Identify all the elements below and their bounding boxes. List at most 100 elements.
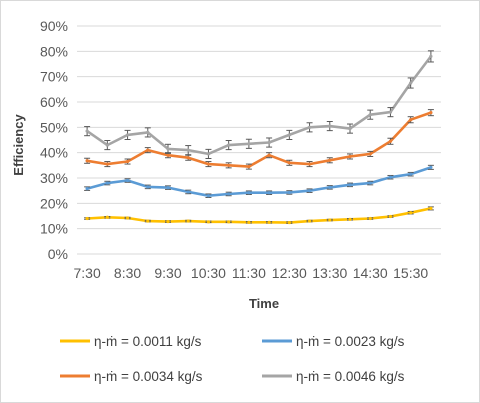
y-tick-label: 20% [40, 195, 68, 211]
data-point [85, 159, 89, 163]
data-point [429, 165, 433, 169]
data-point [429, 54, 433, 59]
legend-label: η-ṁ = 0.0023 kg/s [296, 334, 405, 349]
x-tick-label: 11:30 [232, 265, 266, 281]
data-point [125, 216, 130, 220]
data-point [409, 211, 413, 215]
series-line [85, 166, 433, 197]
data-point [166, 153, 170, 157]
series-line [85, 55, 433, 156]
data-point [388, 175, 393, 179]
y-tick-label: 0% [48, 246, 68, 262]
data-point [328, 185, 332, 189]
data-point [146, 148, 150, 152]
x-tick-label: 14:30 [353, 265, 388, 281]
data-point [409, 172, 413, 176]
x-tick-label: 9:30 [154, 265, 181, 281]
data-point [267, 191, 271, 195]
data-point [267, 140, 271, 145]
data-point [85, 216, 89, 221]
data-point [388, 139, 393, 143]
data-point [267, 153, 271, 157]
data-point [105, 143, 109, 147]
series-4 [84, 50, 434, 159]
data-point [125, 178, 130, 183]
data-point [206, 162, 211, 166]
data-point [146, 185, 150, 189]
y-axis-title: Efficiency [11, 114, 26, 176]
x-tick-label: 12:30 [272, 265, 307, 281]
data-point [348, 183, 352, 187]
data-point [166, 186, 170, 190]
data-point [206, 194, 211, 198]
data-point [105, 181, 109, 185]
legend: η-ṁ = 0.0011 kg/s η-ṁ = 0.0023 kg/s η-ṁ = … [60, 334, 405, 384]
data-point [307, 125, 312, 129]
data-point [287, 161, 291, 165]
data-point [227, 163, 231, 167]
data-point [227, 192, 231, 196]
data-point [388, 214, 393, 219]
legend-label: η-ṁ = 0.0034 kg/s [94, 369, 203, 384]
data-point [287, 220, 291, 225]
data-point [368, 113, 372, 117]
data-point [328, 218, 332, 222]
data-point [388, 110, 393, 114]
y-tick-label: 90% [40, 18, 68, 34]
data-point [227, 220, 231, 224]
legend-label: η-ṁ = 0.0011 kg/s [94, 334, 202, 349]
data-point [328, 158, 332, 162]
legend-item-4: η-ṁ = 0.0046 kg/s [262, 369, 405, 384]
data-point [166, 147, 170, 151]
data-point [105, 162, 109, 166]
data-point [409, 118, 413, 122]
data-point [348, 154, 352, 159]
x-tick-label: 10:30 [191, 265, 226, 281]
series-3 [84, 109, 434, 170]
data-point [348, 217, 352, 221]
x-tick-label: 13:30 [312, 265, 347, 281]
data-point [368, 216, 372, 221]
data-point [429, 206, 433, 210]
y-tick-label: 70% [40, 69, 68, 85]
y-tick-labels: 0% 10% 20% 30% 40% 50% 60% 70% 80% 90% [40, 18, 68, 262]
data-point [227, 143, 231, 147]
series-2 [84, 164, 434, 199]
data-point [307, 162, 312, 166]
series-line [85, 207, 433, 224]
series-line [85, 111, 433, 168]
data-point [85, 129, 89, 133]
data-point [328, 124, 332, 128]
data-point [186, 190, 190, 194]
data-point [125, 159, 130, 164]
data-point [206, 152, 211, 156]
data-point [247, 142, 251, 146]
x-tick-label: 15:30 [393, 265, 428, 281]
data-point [186, 219, 190, 223]
legend-label: η-ṁ = 0.0046 kg/s [296, 369, 405, 384]
y-tick-label: 60% [40, 94, 68, 110]
data-point [267, 220, 271, 224]
x-axis-title: Time [249, 296, 279, 311]
data-point [85, 187, 89, 191]
data-point [105, 215, 109, 219]
data-point [186, 156, 190, 160]
data-point [247, 191, 251, 195]
gridlines [77, 25, 441, 255]
legend-item-3: η-ṁ = 0.0034 kg/s [60, 369, 203, 384]
data-point [348, 127, 352, 131]
series-1 [84, 206, 434, 225]
x-tick-label: 7:30 [73, 265, 100, 281]
data-point [206, 220, 211, 224]
y-tick-label: 80% [40, 43, 68, 59]
x-tick-label: 8:30 [114, 265, 141, 281]
y-tick-label: 40% [40, 145, 68, 161]
x-tick-labels: 7:30 8:30 9:30 10:30 11:30 12:30 13:30 14:30 15:… [73, 265, 428, 281]
data-point [368, 152, 372, 156]
y-tick-label: 50% [40, 119, 68, 135]
y-tick-label: 10% [40, 221, 68, 237]
data-point [307, 219, 312, 223]
data-point [307, 189, 312, 193]
